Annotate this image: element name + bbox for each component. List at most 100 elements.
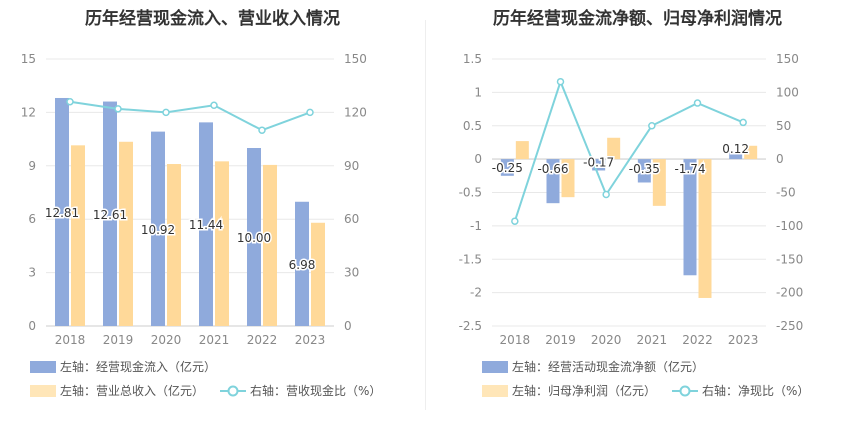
bar-secondary [744, 145, 758, 160]
left-axis-tick-label: 0 [28, 319, 36, 333]
x-axis-tick-label: 2018 [500, 333, 531, 345]
bar-primary [151, 131, 165, 326]
x-axis-tick-label: 2021 [637, 333, 668, 345]
bar-secondary [652, 159, 666, 206]
bar-primary [247, 148, 261, 326]
left-axis-tick-label: 9 [28, 159, 36, 173]
legend-label: 左轴：经营现金流入（亿元） [60, 360, 217, 374]
left-axis-tick-label: 1.5 [463, 52, 482, 66]
line-point [114, 105, 122, 113]
left-axis-tick-label: 0 [474, 152, 482, 166]
chart-plot: -2.5 -2 -1.5 -1 -0.5 0 0.5 1 1.5 -250 -200 -150 -100… [459, 52, 804, 345]
legend-swatch-orange [482, 385, 508, 397]
left-axis-tick-label: 12 [21, 105, 36, 119]
right-axis-tick-label: 60 [344, 212, 359, 226]
x-axis-tick-label: 2019 [103, 333, 134, 345]
line-series [513, 78, 744, 222]
bar-secondary [698, 159, 712, 298]
bar-secondary [119, 141, 133, 326]
bar-secondary [215, 161, 229, 326]
bar-primary [546, 159, 560, 204]
right-axis-tick-label: -50 [776, 186, 796, 200]
left-axis-tick-label: 1 [474, 85, 482, 99]
right-axis-tick-label: 120 [344, 105, 367, 119]
line-point [739, 118, 747, 127]
bar-data-label: 10.92 [141, 223, 175, 237]
bar-primary [637, 159, 651, 183]
legend-row-2: 左轴：营业总收入（亿元） 右轴：营收现金比（%） [30, 383, 420, 399]
right-axis-tick-label: -250 [776, 319, 803, 333]
left-axis-tick-label: 3 [28, 266, 36, 280]
legend-row-1: 左轴：经营现金流入（亿元） [30, 359, 420, 375]
legend-row-2: 左轴：归母净利润（亿元） 右轴：净现比（%） [482, 383, 847, 399]
bar-secondary [71, 145, 85, 326]
bar-primary [199, 122, 213, 326]
bar-secondary [607, 137, 621, 160]
line-point [648, 122, 656, 130]
panel-divider [425, 20, 426, 410]
chart-panel-right: 历年经营现金流净额、归母净利润情况 -2.5 -2 -1.5 -1 -0.5 0 0.5 1 1… [425, 0, 850, 437]
line-point [210, 101, 218, 110]
chart-title: 历年经营现金流净额、归母净利润情况 [493, 9, 782, 29]
bar-primary [729, 151, 743, 160]
bar-data-label: 6.98 [289, 258, 316, 272]
right-axis-tick-label: 0 [344, 319, 352, 333]
right-axis-tick-label: 150 [776, 52, 799, 66]
bar-data-label: -0.35 [629, 162, 660, 176]
left-axis-tick-label: -1.5 [459, 252, 482, 266]
bar-primary [295, 201, 309, 326]
right-axis-tick-label: 0 [776, 152, 784, 166]
line-point [556, 77, 565, 86]
line-point [602, 190, 610, 199]
bar-secondary [515, 141, 529, 160]
bar-primary [55, 97, 69, 327]
legend-row-1: 左轴：经营活动现金流净额（亿元） [482, 359, 847, 375]
legend-line-swatch [672, 385, 698, 397]
line-series [69, 100, 311, 132]
right-axis-tick-label: 50 [776, 119, 791, 133]
line-point [693, 99, 702, 107]
right-axis-tick-label: 150 [344, 52, 367, 66]
right-axis-tick-label: 30 [344, 266, 359, 280]
line-point [162, 108, 170, 117]
bar-data-label: -0.66 [537, 162, 568, 176]
bar-data-label: 0.12 [722, 142, 749, 156]
bar-data-label: 10.00 [237, 231, 271, 245]
line-point [66, 97, 74, 106]
legend-label: 左轴：经营活动现金流净额（亿元） [512, 360, 705, 374]
bar-data-label: -0.25 [492, 161, 523, 175]
x-axis-tick-label: 2020 [591, 333, 622, 345]
x-axis-tick-label: 2023 [728, 333, 759, 345]
bar-primary [103, 101, 117, 327]
bar-data-label: -1.74 [674, 162, 705, 176]
chart-title: 历年经营现金流入、营业收入情况 [85, 9, 340, 29]
right-axis-tick-label: -100 [776, 219, 803, 233]
x-axis-tick-label: 2020 [151, 333, 182, 345]
bar-data-label: 12.81 [45, 206, 79, 220]
line-point [511, 217, 519, 225]
x-axis-tick-label: 2022 [247, 333, 278, 345]
line-point [258, 126, 266, 134]
line-point [306, 108, 314, 117]
legend-swatch-orange [30, 385, 56, 397]
legend-label: 左轴：归母净利润（亿元） [512, 384, 657, 398]
right-axis-tick-label: 100 [776, 85, 799, 99]
x-axis-tick-label: 2021 [199, 333, 230, 345]
bar-primary [683, 159, 697, 276]
legend-label: 左轴：营业总收入（亿元） [60, 384, 205, 398]
left-axis-tick-label: 0.5 [463, 119, 482, 133]
left-axis-tick-label: 15 [21, 52, 36, 66]
left-axis-tick-label: -2.5 [459, 319, 482, 333]
x-axis-tick-label: 2022 [682, 333, 713, 345]
bar-data-label: 12.61 [93, 208, 127, 222]
right-axis-tick-label: 90 [344, 159, 359, 173]
x-axis-tick-label: 2018 [55, 333, 86, 345]
left-axis-tick-label: -2 [470, 286, 482, 300]
right-axis-tick-label: -200 [776, 286, 803, 300]
left-axis-tick-label: -0.5 [459, 186, 482, 200]
bar-secondary [561, 159, 575, 198]
bar-secondary [167, 164, 181, 326]
right-axis-tick-label: -150 [776, 252, 803, 266]
bar-data-label: 11.44 [189, 218, 223, 232]
